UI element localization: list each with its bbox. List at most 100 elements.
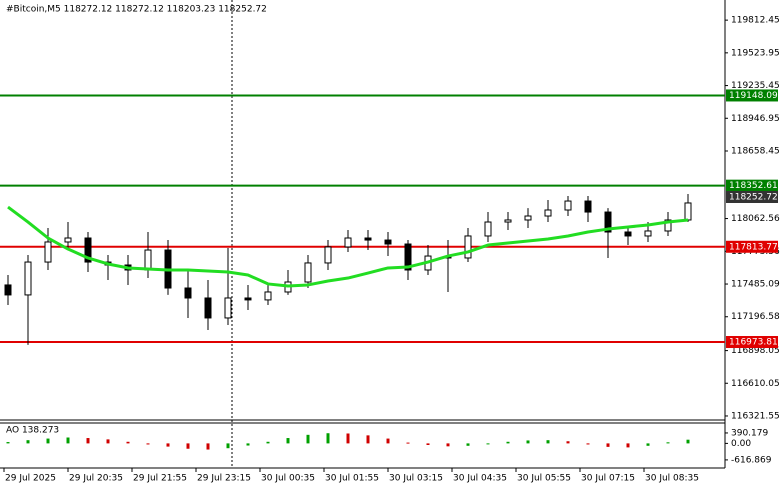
y-tick-label: 117196.58 [731, 312, 780, 322]
moving-average [7, 205, 689, 288]
ao-bar [546, 440, 550, 444]
x-tick-label: 29 Jul 21:55 [133, 474, 187, 484]
level-label-box [726, 240, 778, 253]
ao-bar [666, 442, 670, 444]
candle-body [384, 239, 392, 245]
ao-bar [266, 441, 270, 444]
ao-bar [506, 441, 510, 444]
ao-bar [66, 437, 70, 444]
x-tick-label: 30 Jul 00:35 [261, 474, 315, 484]
x-tick-label: 30 Jul 05:55 [517, 474, 571, 484]
candle-body [504, 219, 512, 223]
ao-bar [346, 433, 350, 444]
ao-bar [26, 440, 30, 444]
y-tick-label: 119812.45 [731, 16, 780, 26]
ao-bar [166, 443, 170, 447]
y-tick-label: 118946.95 [731, 114, 780, 124]
indicator-tick-label: 0.00 [731, 439, 751, 449]
candle-body [44, 241, 52, 263]
candle-body [604, 211, 612, 233]
y-tick-label: 116610.05 [731, 379, 780, 389]
candle-body [624, 231, 632, 237]
x-tick-label: 30 Jul 08:35 [645, 474, 699, 484]
candle-body [684, 202, 692, 221]
candle-body [144, 249, 152, 271]
candle-body [244, 297, 252, 301]
x-tick-label: 30 Jul 07:15 [581, 474, 635, 484]
ao-bar [426, 443, 430, 445]
ao-bar [486, 443, 490, 445]
candle-body [524, 215, 532, 221]
candle-body [304, 262, 312, 283]
ao-bar [606, 443, 610, 447]
indicator-tick-label: -616.869 [731, 455, 772, 465]
level-label-box [726, 179, 778, 192]
candle-body [484, 221, 492, 237]
ao-bar [286, 438, 290, 444]
candle-body [584, 200, 592, 213]
candle-body [4, 284, 12, 296]
ao-bar [46, 438, 50, 444]
candle-body [644, 230, 652, 237]
level-label: 118352.61 [729, 181, 778, 191]
ao-bar [626, 443, 630, 448]
level-label: 116973.81 [729, 338, 778, 348]
candle-body [64, 237, 72, 243]
x-tick-label: 30 Jul 03:15 [389, 474, 443, 484]
indicator-name: AO 138.273 [6, 426, 59, 436]
x-tick-label: 29 Jul 2025 [5, 474, 56, 484]
ao-bar [106, 439, 110, 444]
ao-bar [586, 443, 590, 445]
current-price-label: 118252.72 [729, 192, 778, 202]
candle-body [224, 297, 232, 319]
ao-bar [446, 443, 450, 447]
candle-body [664, 219, 672, 232]
y-tick-label: 116321.55 [731, 411, 780, 421]
ao-bar [366, 435, 370, 444]
x-tick-label: 29 Jul 23:15 [197, 474, 251, 484]
ao-bar [326, 433, 330, 444]
candle-body [564, 200, 572, 211]
x-tick-label: 30 Jul 04:35 [453, 474, 507, 484]
ao-bar [686, 439, 690, 444]
candle-body [24, 261, 32, 296]
current-price-box [726, 190, 778, 203]
level-label: 119148.09 [729, 91, 778, 101]
indicator-tick-label: 390.179 [731, 428, 768, 438]
candle-body [404, 243, 412, 271]
level-label: 117813.77 [729, 242, 778, 252]
ao-bar [146, 443, 150, 445]
candle-body [464, 235, 472, 259]
y-tick-label: 118062.56 [731, 214, 780, 224]
y-tick-label: 116898.05 [731, 346, 780, 356]
ao-bar [466, 443, 470, 446]
y-tick-label: 117485.09 [731, 280, 780, 290]
level-label-box [726, 336, 778, 349]
ao-bar [386, 438, 390, 444]
ao-bar [646, 443, 650, 446]
candle-body [364, 237, 372, 241]
ao-bar [206, 443, 210, 450]
ao-bar [406, 442, 410, 444]
ao-bar [186, 443, 190, 449]
ao-bar [306, 434, 310, 444]
ao-bar [566, 441, 570, 444]
y-tick-label: 119523.95 [731, 48, 780, 58]
level-label-box [726, 89, 778, 102]
candle-body [84, 237, 92, 263]
candle-body [204, 297, 212, 319]
candle-body [544, 209, 552, 217]
ao-bar [246, 443, 250, 446]
y-tick-label: 118658.45 [731, 146, 780, 156]
y-tick-label: 119235.45 [731, 81, 780, 91]
chart-title: #Bitcoin,M5 118272.12 118272.12 118203.2… [6, 5, 267, 15]
ao-bar [6, 442, 10, 444]
candle-body [344, 237, 352, 248]
ao-bar [526, 440, 530, 444]
candle-body [264, 291, 272, 301]
x-tick-label: 30 Jul 01:55 [325, 474, 379, 484]
x-tick-label: 29 Jul 20:35 [69, 474, 123, 484]
candle-body [324, 246, 332, 264]
